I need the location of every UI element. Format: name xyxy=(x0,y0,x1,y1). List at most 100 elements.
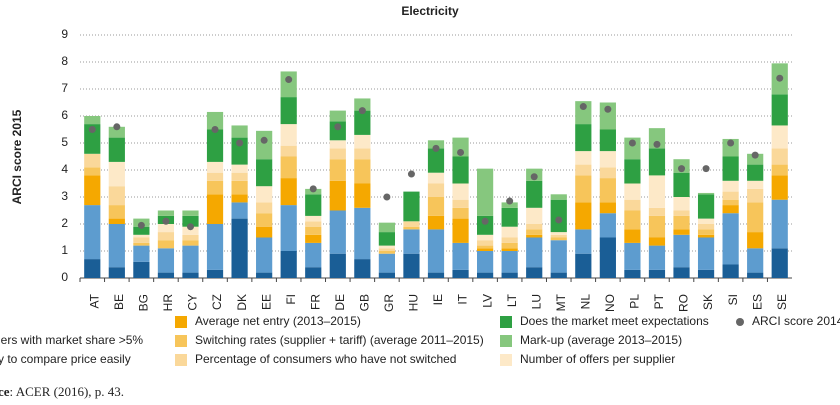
bar-segment xyxy=(256,237,273,273)
bar-segment xyxy=(133,245,150,262)
dot xyxy=(113,123,121,131)
bar-segment xyxy=(624,269,641,278)
legend-swatch xyxy=(175,316,187,328)
bar-segment xyxy=(256,226,273,238)
dot xyxy=(481,217,489,225)
dot xyxy=(309,185,317,193)
y-tick-label: 1 xyxy=(61,243,68,257)
bar-segment xyxy=(329,140,346,149)
bar-segment xyxy=(280,178,297,206)
bar-segment xyxy=(648,207,666,216)
bar-segment xyxy=(501,237,518,243)
x-tick-label: IT xyxy=(456,293,470,304)
bar-segment xyxy=(108,224,125,268)
bar-segment xyxy=(673,229,690,235)
bar-segment xyxy=(771,199,788,249)
bar-segment xyxy=(329,210,346,254)
bar-segment xyxy=(206,161,224,173)
chart-title: Electricity xyxy=(401,4,459,18)
bar-segment xyxy=(697,192,715,195)
y-tick-label: 3 xyxy=(61,189,68,203)
bar-segment xyxy=(84,116,101,125)
x-tick-label: NO xyxy=(603,294,617,312)
bar-segment xyxy=(501,242,518,249)
bar-segment xyxy=(747,153,764,165)
bar-segment xyxy=(182,226,199,235)
bar-segment xyxy=(722,213,739,265)
bar-segment xyxy=(648,237,666,246)
bar-segment xyxy=(305,194,322,216)
dot xyxy=(457,148,465,156)
x-tick-label: EE xyxy=(259,294,273,310)
dot xyxy=(383,193,391,201)
bar-segment xyxy=(697,234,715,238)
bar-segment xyxy=(673,197,690,211)
dot xyxy=(530,173,538,181)
bar-segment xyxy=(477,240,494,246)
dot xyxy=(88,126,96,133)
bar-segment xyxy=(697,194,715,219)
legend-label: Number of offers per supplier xyxy=(520,352,675,366)
bar-segment xyxy=(477,248,494,251)
bar-segment xyxy=(378,222,395,233)
bar-segment xyxy=(575,101,592,125)
y-axis-label: ARCI score 2015 xyxy=(10,109,24,204)
x-tick-label: LT xyxy=(505,293,519,307)
bar-segment xyxy=(182,210,199,216)
bar-segment xyxy=(648,269,666,278)
bar-segment xyxy=(747,232,764,249)
x-tick-label: FI xyxy=(284,294,298,305)
bar-segment xyxy=(648,215,666,238)
bar-segment xyxy=(452,199,469,208)
legend-label: Does the market meet expectations xyxy=(520,314,709,328)
bar-segment xyxy=(747,188,764,203)
bar-segment xyxy=(526,267,543,278)
bar-segment xyxy=(747,202,764,233)
dot xyxy=(236,139,244,147)
bar-segment xyxy=(697,229,715,235)
bar-segment xyxy=(280,97,297,125)
bar-segment xyxy=(452,242,469,270)
bar-segment xyxy=(108,205,125,219)
bar-segment xyxy=(157,210,175,216)
x-tick-label: ES xyxy=(750,294,764,310)
bar-segment xyxy=(329,110,346,122)
bar-segment xyxy=(206,180,224,195)
bar-segment xyxy=(231,164,248,173)
bar-segment xyxy=(305,267,322,278)
bar-segment xyxy=(182,272,199,278)
bar-segment xyxy=(329,148,346,160)
bar-segment xyxy=(403,253,420,278)
bar-segment xyxy=(280,156,297,179)
bar-segment xyxy=(329,180,346,211)
bar-segment xyxy=(550,240,567,273)
bar-segment xyxy=(84,124,101,154)
bar-segment xyxy=(575,175,592,203)
bar-segment xyxy=(747,272,764,278)
legend-label: y to compare price easily xyxy=(0,352,131,366)
bar-segment xyxy=(673,234,690,268)
dot xyxy=(432,144,440,152)
bar-segment xyxy=(624,210,641,230)
bar-segment xyxy=(427,140,445,149)
bar-segment xyxy=(354,183,371,208)
bar-segment xyxy=(697,237,715,270)
bar-segment xyxy=(673,215,690,230)
bar-segment xyxy=(231,125,248,138)
bar-segment xyxy=(771,248,788,278)
bar-segment xyxy=(403,226,420,230)
bar-segment xyxy=(624,137,641,160)
bar-segment xyxy=(427,215,445,230)
bar-segment xyxy=(648,175,666,208)
bar-segment xyxy=(206,194,224,224)
bar-segment xyxy=(354,134,371,149)
bar-segment xyxy=(722,205,739,214)
y-tick-label: 4 xyxy=(61,162,68,176)
dot xyxy=(358,107,366,115)
y-tick-label: 8 xyxy=(61,54,68,68)
bar-segment xyxy=(305,221,322,227)
bar-segment xyxy=(256,213,273,227)
x-tick-label: NL xyxy=(578,294,592,310)
x-tick-label: LU xyxy=(529,294,543,309)
legend-label: Percentage of consumers who have not swi… xyxy=(195,352,456,366)
